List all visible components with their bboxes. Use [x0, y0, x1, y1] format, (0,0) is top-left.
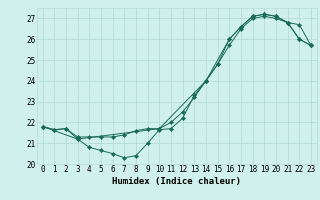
- X-axis label: Humidex (Indice chaleur): Humidex (Indice chaleur): [112, 177, 241, 186]
